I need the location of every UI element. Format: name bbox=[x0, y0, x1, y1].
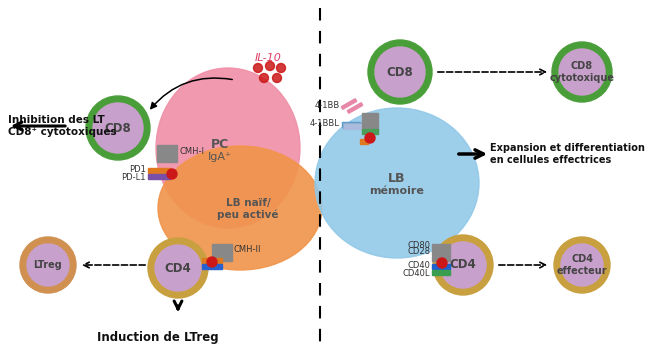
Bar bbox=[212, 256, 232, 260]
Ellipse shape bbox=[158, 146, 322, 270]
Circle shape bbox=[559, 49, 605, 95]
Circle shape bbox=[273, 74, 281, 83]
Circle shape bbox=[167, 169, 177, 179]
Bar bbox=[432, 264, 450, 269]
Bar bbox=[360, 139, 368, 144]
Circle shape bbox=[561, 244, 603, 286]
Circle shape bbox=[148, 238, 208, 298]
Circle shape bbox=[375, 47, 425, 97]
Circle shape bbox=[365, 133, 375, 143]
Circle shape bbox=[266, 62, 275, 70]
Text: 4-1BB: 4-1BB bbox=[315, 102, 340, 111]
Text: Induction de LTreg: Induction de LTreg bbox=[97, 331, 219, 344]
Text: IL-10: IL-10 bbox=[255, 53, 281, 63]
Bar bbox=[432, 244, 450, 248]
Text: PD1: PD1 bbox=[129, 166, 146, 175]
Text: LTreg: LTreg bbox=[34, 260, 62, 270]
Circle shape bbox=[86, 96, 150, 160]
Circle shape bbox=[554, 237, 610, 293]
Bar bbox=[432, 270, 450, 275]
Ellipse shape bbox=[315, 108, 479, 258]
Circle shape bbox=[93, 103, 143, 153]
Text: CD80: CD80 bbox=[407, 241, 430, 251]
Bar bbox=[202, 258, 222, 263]
Bar bbox=[432, 250, 450, 254]
Circle shape bbox=[552, 42, 612, 102]
Bar bbox=[157, 151, 177, 155]
Text: CD4
effecteur: CD4 effecteur bbox=[557, 254, 607, 276]
Bar bbox=[344, 124, 362, 128]
Bar bbox=[343, 123, 361, 127]
Circle shape bbox=[433, 235, 493, 295]
Circle shape bbox=[440, 242, 486, 288]
Circle shape bbox=[207, 257, 217, 267]
Bar bbox=[362, 125, 378, 130]
Circle shape bbox=[253, 63, 262, 72]
Bar bbox=[157, 145, 177, 149]
FancyArrow shape bbox=[347, 103, 363, 113]
Bar bbox=[157, 157, 177, 161]
Bar bbox=[212, 250, 232, 254]
Text: CMH-II: CMH-II bbox=[234, 245, 262, 254]
Text: CD40: CD40 bbox=[407, 261, 430, 271]
Text: CD8: CD8 bbox=[387, 65, 413, 78]
Bar bbox=[202, 264, 222, 269]
Bar bbox=[148, 174, 170, 179]
Text: LB: LB bbox=[388, 172, 406, 184]
Text: CD4: CD4 bbox=[450, 259, 476, 272]
Text: mémoire: mémoire bbox=[369, 186, 424, 196]
Circle shape bbox=[437, 258, 447, 268]
Text: PC: PC bbox=[211, 138, 229, 150]
Circle shape bbox=[155, 245, 201, 291]
Bar bbox=[362, 119, 378, 124]
Bar bbox=[362, 113, 378, 118]
Text: peu activé: peu activé bbox=[217, 210, 279, 220]
Bar bbox=[148, 168, 170, 173]
Circle shape bbox=[277, 63, 286, 72]
Circle shape bbox=[27, 244, 69, 286]
Bar bbox=[212, 244, 232, 248]
Circle shape bbox=[259, 74, 268, 83]
Text: PD-L1: PD-L1 bbox=[122, 173, 146, 182]
Text: CMH-I: CMH-I bbox=[179, 147, 204, 155]
Text: LB naïf/: LB naïf/ bbox=[226, 198, 270, 208]
Text: CD8
cytotoxique: CD8 cytotoxique bbox=[550, 61, 614, 83]
Text: 4-1BBL: 4-1BBL bbox=[310, 119, 340, 128]
Text: en cellules effectrices: en cellules effectrices bbox=[490, 155, 611, 165]
Text: CD8⁺ cytotoxiques: CD8⁺ cytotoxiques bbox=[8, 127, 117, 137]
Bar bbox=[342, 122, 360, 126]
Text: Inhibition des LT: Inhibition des LT bbox=[8, 115, 105, 125]
Circle shape bbox=[368, 40, 432, 104]
Text: Expansion et differentiation: Expansion et differentiation bbox=[490, 143, 645, 153]
Text: CD8: CD8 bbox=[104, 121, 132, 134]
Bar bbox=[362, 129, 378, 133]
Text: IgA⁺: IgA⁺ bbox=[208, 152, 232, 162]
Ellipse shape bbox=[156, 68, 300, 228]
FancyArrow shape bbox=[341, 99, 357, 109]
Text: CD4: CD4 bbox=[165, 261, 191, 274]
Circle shape bbox=[20, 237, 76, 293]
Bar bbox=[432, 256, 450, 260]
Text: CD28: CD28 bbox=[407, 247, 430, 257]
Text: CD40L: CD40L bbox=[402, 268, 430, 278]
